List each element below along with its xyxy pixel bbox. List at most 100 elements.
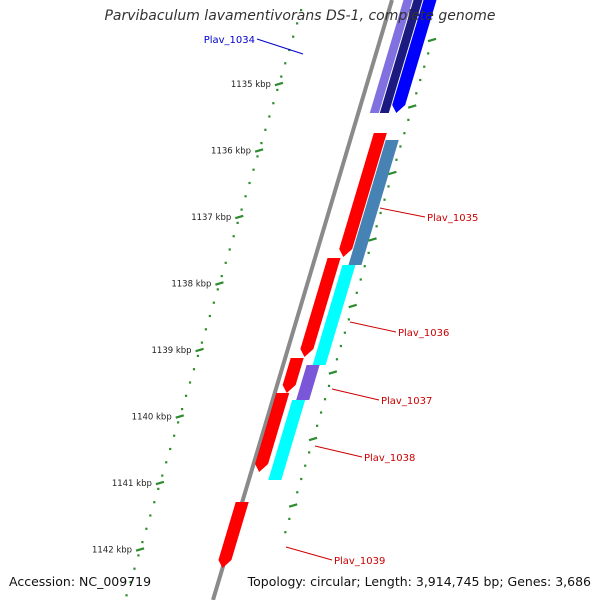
minor-tick [192,368,196,371]
cds-plav-1034 [392,0,437,113]
leader-line-plav-1035 [379,207,426,218]
minor-tick-right [395,158,398,161]
minor-tick [272,102,275,105]
minor-tick [284,62,287,65]
gene-label-plav-1036: Plav_1036 [398,328,449,339]
minor-tick [133,567,136,570]
minor-tick-right [288,517,291,520]
minor-tick [240,208,243,211]
minor-tick [145,527,148,530]
minor-tick [276,88,279,91]
cds-plav-1037 [282,358,304,393]
gene-plav-1036-feature [312,265,356,365]
minor-tick [220,275,223,278]
leader-line-plav-1036 [349,321,397,333]
cds-plav-1035 [339,133,387,257]
minor-tick [208,314,211,318]
gene-label-plav-1039: Plav_1039 [334,556,385,567]
minor-tick [236,221,239,224]
minor-tick [256,155,259,158]
major-tick-1136 [254,148,264,153]
minor-tick-right [284,531,287,534]
minor-tick [228,248,231,251]
major-tick-1142 [135,547,145,552]
scale-tick-right [388,170,397,176]
minor-tick [157,487,160,490]
minor-tick [212,301,215,304]
minor-tick [216,288,219,291]
minor-tick-right [423,65,426,68]
minor-tick-right [383,198,386,201]
gene-plav-1038-feature [268,400,306,480]
minor-tick-right [327,384,331,387]
minor-tick-right [359,278,362,281]
gene-plav-1037-feature [296,365,320,400]
scale-tick-right [407,104,417,109]
minor-tick [141,541,144,544]
minor-tick [177,421,180,424]
scale-tick-right [348,303,358,309]
cds-plav-1039 [218,502,249,568]
tick-label-1135: 1135 kbp [231,80,271,90]
scale-tick-right [308,436,318,442]
tick-layer: 1135 kbp 1136 kbp 1137 kbp 1138 kbp 1139 kbp… [92,9,437,597]
tick-label-1137: 1137 kbp [191,213,231,223]
feature-layer [218,0,437,568]
tick-label-1140: 1140 kbp [132,413,172,423]
minor-tick-right [300,477,303,481]
minor-tick-right [419,78,422,82]
leader-line-plav-1037 [331,388,380,401]
minor-tick [188,381,192,384]
minor-tick-right [367,251,370,254]
minor-tick [224,261,227,264]
gene-label-plav-1038: Plav_1038 [364,453,415,464]
minor-tick [248,181,251,185]
minor-tick [232,235,235,238]
topology-text: Topology: circular; Length: 3,914,745 bp… [247,574,591,589]
scale-tick-right [427,37,437,43]
gene-label-plav-1035: Plav_1035 [427,213,478,224]
scale-tick-right [368,237,377,242]
minor-tick-right [375,225,378,228]
minor-tick [252,168,255,171]
minor-tick-right [319,411,323,414]
gene-plav-1035-feature [348,140,399,265]
leader-line-plav-1038 [314,445,363,458]
minor-tick [244,195,247,198]
minor-tick-right [308,451,311,454]
minor-tick [161,474,164,477]
major-tick-1140 [175,414,185,419]
minor-tick [300,9,303,12]
major-tick-1141 [155,480,165,486]
minor-tick-right [399,145,402,148]
minor-tick-right [363,265,366,268]
gene-plav-1034-track-a [379,0,423,113]
major-tick-1137 [234,214,244,220]
minor-tick-right [347,318,350,321]
gene-plav-1034-track-b [369,0,413,113]
minor-tick-right [427,52,430,55]
minor-tick-right [315,424,319,427]
minor-tick-right [323,398,327,401]
minor-tick [184,394,188,397]
gene-label-plav-1034: Plav_1034 [204,35,255,46]
minor-tick [292,35,295,38]
minor-tick-right [379,211,382,215]
minor-tick [173,434,176,437]
accession-text: Accession: NC_009719 [9,574,152,589]
tick-label-1142: 1142 kbp [92,546,132,556]
minor-tick [153,501,156,504]
label-layer: Plav_1034 Plav_1035 Plav_1036 Plav_1037 Plav… [204,35,479,567]
genome-backbone [211,0,394,600]
minor-tick-right [387,185,390,188]
minor-tick [149,514,152,517]
minor-tick [129,580,132,584]
scale-tick-right [328,370,338,375]
minor-tick-right [335,358,339,361]
minor-tick [165,461,168,464]
tick-label-1139: 1139 kbp [152,346,192,356]
minor-tick [280,75,283,78]
tick-label-1138: 1138 kbp [171,280,211,290]
scale-tick-right [288,503,298,508]
